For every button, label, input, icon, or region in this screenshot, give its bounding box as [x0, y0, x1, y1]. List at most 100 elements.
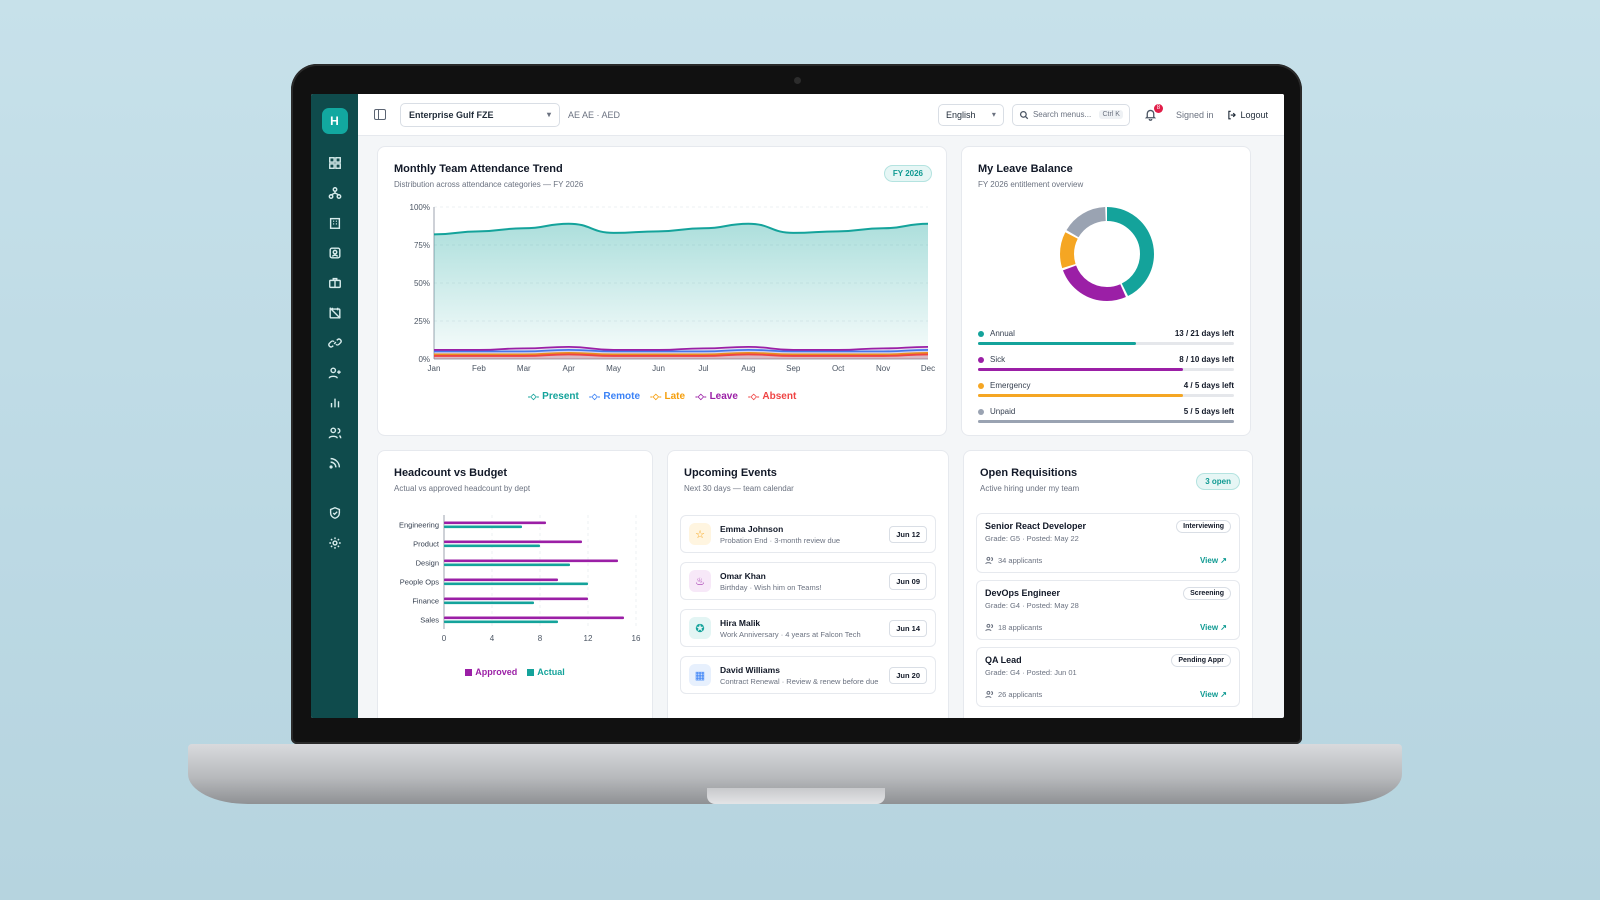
donut-slice-emergency[interactable] [1060, 207, 1154, 301]
event-date-badge: Jun 12 [889, 525, 927, 543]
card-title: My Leave Balance [978, 163, 1073, 175]
bar-approved[interactable] [444, 540, 582, 544]
legend-item-present[interactable]: -◇- Present [528, 391, 579, 402]
headcount-chart: 0 4 8 12 16 Engineering Product Design People Op… [399, 515, 641, 643]
legend-item-approved[interactable]: Approved [465, 667, 517, 677]
bar-approved[interactable] [444, 521, 546, 525]
attendance-chart: 0% 25% 50% 75% 100% Jan Feb Mar Apr May Jun Jul Aug S… [410, 203, 936, 373]
requisition-status-badge: Screening [1183, 587, 1231, 600]
event-date-badge: Jun 09 [889, 572, 927, 590]
y-tick-label: 50% [414, 279, 430, 288]
requisition-applicants: 18 applicants [985, 623, 1042, 632]
bar-actual[interactable] [444, 620, 558, 624]
remote-line [434, 348, 929, 353]
gear-icon[interactable] [325, 534, 345, 552]
sidebar-toggle-icon[interactable] [374, 109, 386, 120]
headcount-legend: Approved Actual [378, 667, 652, 677]
event-text: Emma Johnson Probation End · 3-month rev… [720, 524, 889, 545]
present-area [434, 223, 928, 359]
donut-slice-sick[interactable] [1060, 207, 1154, 301]
applicants-count: 18 applicants [998, 623, 1043, 632]
bar-actual[interactable] [444, 563, 570, 567]
applicants-count: 34 applicants [998, 556, 1043, 565]
event-item[interactable]: ♨ Omar Khan Birthday · Wish him on Teams… [680, 562, 936, 600]
user-plus-icon[interactable] [325, 364, 345, 382]
event-description: Probation End · 3-month review due [720, 535, 841, 545]
bar-chart-icon[interactable] [325, 394, 345, 412]
legend-item-late[interactable]: -◇- Late [650, 391, 685, 402]
leave-label-wrap: Emergency [978, 381, 1234, 390]
event-person-name: Omar Khan [720, 570, 766, 581]
legend-item-remote[interactable]: -◇- Remote [589, 391, 640, 402]
x-tick-label: 16 [632, 634, 641, 643]
building-icon[interactable] [325, 214, 345, 232]
dashboard-icon[interactable] [325, 154, 345, 172]
leave-progress-track [978, 368, 1234, 371]
app-logo[interactable]: H [321, 108, 348, 134]
search-placeholder: Search menus... [1032, 110, 1092, 119]
leave-remaining: 8 / 10 days left [1179, 355, 1234, 364]
view-requisition-link[interactable]: View ↗ [1200, 556, 1227, 565]
event-item[interactable]: ✪ Hira Malik Work Anniversary · 4 years … [680, 609, 936, 647]
event-item[interactable]: ☆ Emma Johnson Probation End · 3-month r… [680, 515, 936, 553]
legend-marker-icon: -◇- [527, 392, 540, 401]
y-tick-label: Finance [412, 597, 439, 606]
card-subtitle: Distribution across attendance categorie… [394, 180, 584, 189]
leave-progress-track [978, 394, 1234, 397]
bell-icon [1144, 109, 1157, 121]
calendar-off-icon[interactable] [325, 304, 345, 322]
headcount-card: Headcount vs Budget Actual vs approved h… [377, 450, 653, 718]
leave-color-dot [978, 382, 984, 389]
briefcase-icon[interactable] [325, 274, 345, 292]
x-tick-label: Sep [786, 364, 801, 373]
sidebar: H [311, 94, 358, 718]
logout-icon [1228, 110, 1237, 119]
notifications-button[interactable]: 8 [1144, 103, 1163, 122]
org-chart-icon[interactable] [325, 184, 345, 202]
x-tick-label: Apr [563, 364, 576, 373]
x-tick-label: Aug [741, 364, 755, 373]
bar-approved[interactable] [444, 597, 588, 601]
bar-approved[interactable] [444, 616, 624, 620]
y-tick-label: Product [413, 540, 440, 549]
requisition-applicants: 34 applicants [985, 556, 1042, 565]
legend-marker-icon: -◇- [695, 392, 707, 401]
company-select[interactable]: Enterprise Gulf FZE ▾ [400, 102, 560, 127]
bar-actual[interactable] [444, 582, 588, 586]
leave-type-label: Sick [990, 355, 1006, 364]
view-requisition-link[interactable]: View ↗ [1200, 623, 1227, 632]
legend-item-absent[interactable]: -◇- Absent [748, 391, 796, 402]
logout-button[interactable]: Logout [1227, 110, 1268, 120]
bar-actual[interactable] [444, 525, 522, 529]
event-item[interactable]: ▦ David Williams Contract Renewal · Revi… [680, 656, 936, 694]
card-title: Headcount vs Budget [394, 467, 508, 479]
requisition-meta: Grade: G5 · Posted: May 22 [985, 534, 1079, 543]
legend-item-leave[interactable]: -◇- Leave [695, 391, 738, 402]
language-select-value: English [945, 109, 976, 120]
leave-progress-fill [978, 394, 1183, 397]
link-icon[interactable] [325, 334, 345, 352]
bar-actual[interactable] [444, 544, 540, 548]
bar-actual[interactable] [444, 601, 534, 605]
star-icon: ☆ [689, 523, 711, 545]
search-input[interactable]: Search menus... Ctrl K [1011, 103, 1130, 126]
leave-remaining: 4 / 5 days left [1183, 381, 1234, 390]
requisition-item: DevOps Engineer Grade: G4 · Posted: May … [976, 580, 1240, 640]
fiscal-year-pill[interactable]: FY 2026 [883, 165, 932, 182]
bar-approved[interactable] [444, 559, 618, 563]
language-select[interactable]: English ▾ [937, 103, 1004, 126]
legend-marker-icon: -◇- [650, 392, 662, 401]
users-icon[interactable] [325, 424, 345, 442]
shield-icon[interactable] [325, 504, 345, 522]
laptop-screen: H Enterprise Gulf FZE [311, 94, 1284, 718]
rss-icon[interactable] [325, 454, 345, 472]
x-tick-label: 4 [490, 634, 495, 643]
bar-approved[interactable] [444, 578, 558, 582]
legend-item-actual[interactable]: Actual [527, 667, 565, 677]
donut-slice-annual[interactable] [1060, 207, 1154, 301]
event-text: Omar Khan Birthday · Wish him on Teams! [720, 571, 889, 592]
view-requisition-link[interactable]: View ↗ [1200, 690, 1227, 699]
x-tick-label: Oct [832, 364, 845, 373]
leave-progress-fill [978, 420, 1234, 423]
contact-icon[interactable] [325, 244, 345, 262]
